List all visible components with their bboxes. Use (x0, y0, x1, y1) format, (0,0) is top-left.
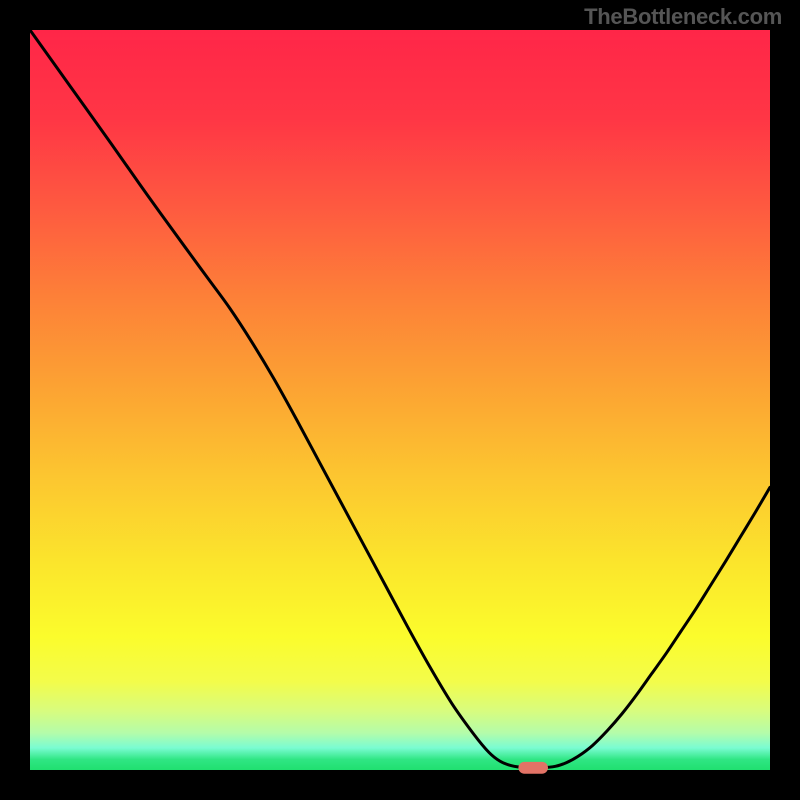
bottleneck-chart (0, 0, 800, 800)
sweet-spot-marker (518, 762, 548, 774)
chart-container: TheBottleneck.com (0, 0, 800, 800)
attribution-label: TheBottleneck.com (584, 4, 782, 30)
gradient-background (30, 30, 770, 770)
